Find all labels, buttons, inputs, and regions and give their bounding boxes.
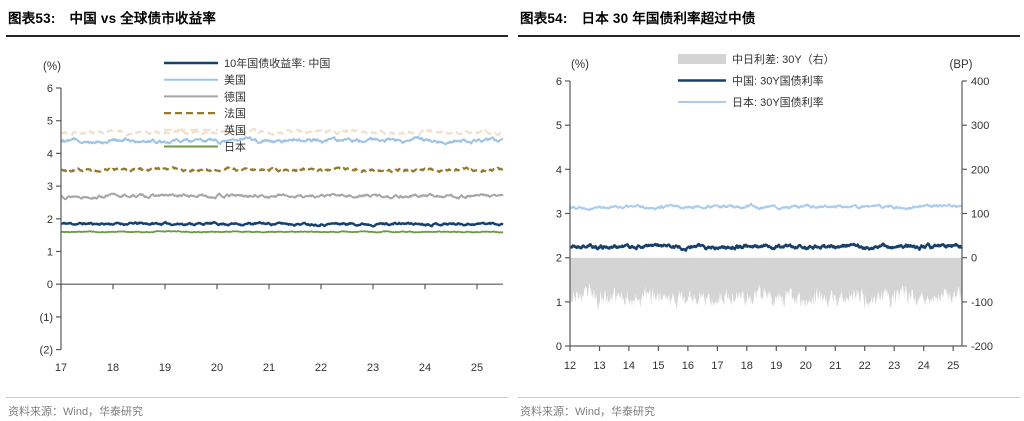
legend-label-france10y: 法国 <box>224 106 246 120</box>
legend-label-spread30y: 中日利差: 30Y（右） <box>732 52 835 66</box>
x-tick-label: 16 <box>682 360 694 372</box>
axes <box>56 87 503 351</box>
x-tick-label: 20 <box>800 360 812 372</box>
chart54-source: 资料来源：Wind，华泰研究 <box>518 397 1020 419</box>
x-tick-label: 17 <box>711 360 723 372</box>
y-tick-label: 2 <box>556 253 562 265</box>
chart54-title: 图表54: 日本 30 年国债利率超过中债 <box>518 2 1020 37</box>
chart53-title-text: 中国 vs 全球债市收益率 <box>69 11 217 26</box>
y2-tick-label: 300 <box>971 120 989 132</box>
legend-label-germany10y: 德国 <box>224 89 246 103</box>
line-japan30y <box>569 202 963 211</box>
y2-tick-label: 200 <box>971 164 989 176</box>
chart53-panel: 图表53: 中国 vs 全球债市收益率 6 5 4 3 2 1 0 (1) (2) (%) 17 18 1… <box>6 2 508 419</box>
x-tick-label: 19 <box>159 362 171 374</box>
x-tick-label: 22 <box>315 362 327 374</box>
x-tick-label: 18 <box>741 360 753 372</box>
x-tick-label: 12 <box>564 360 576 372</box>
x-tick-label: 24 <box>918 360 930 372</box>
chart54-fig-label: 图表54: <box>520 11 568 26</box>
line-japan10y <box>60 230 504 234</box>
y-tick-label: 4 <box>556 164 562 176</box>
y-tick-label: 3 <box>556 209 562 221</box>
line-china30y <box>569 242 964 252</box>
x-tick-label: 17 <box>55 362 67 374</box>
x-tick-label: 21 <box>263 362 275 374</box>
chart54-title-text: 日本 30 年国债利率超过中债 <box>581 11 756 26</box>
chart53-source: 资料来源：Wind，华泰研究 <box>6 397 508 419</box>
y-tick-label: 6 <box>556 76 562 88</box>
y-tick-label: 5 <box>556 120 562 132</box>
y-tick-label: 4 <box>47 148 53 160</box>
legend-label-japan30y: 日本: 30Y国债利率 <box>732 95 824 109</box>
x-tick-label: 23 <box>888 360 900 372</box>
x-tick-label: 22 <box>859 360 871 372</box>
line-france10y <box>60 166 504 174</box>
legend-label-china10y: 10年国债收益率: 中国 <box>224 56 330 70</box>
legend-swatch-spread30y <box>678 54 726 64</box>
y-axis-unit-label: (%) <box>571 59 589 71</box>
line-us10y <box>60 135 504 146</box>
y-tick-label: 5 <box>47 116 53 128</box>
source-text: 资料来源：Wind，华泰研究 <box>520 406 656 418</box>
legend-label-japan10y: 日本 <box>224 140 246 154</box>
y-tick-label: 0 <box>556 341 562 353</box>
x-tick-label: 20 <box>211 362 223 374</box>
chart54-panel: 图表54: 日本 30 年国债利率超过中债 6 5 4 3 2 1 0 (%) 400 300 200… <box>518 2 1020 419</box>
legend-label-us10y: 美国 <box>224 74 246 87</box>
y2-axis-unit-label: (BP) <box>950 59 973 71</box>
plot-area <box>569 202 964 310</box>
x-tick-label: 19 <box>770 360 782 372</box>
legend-label-uk10y: 英国 <box>224 123 246 137</box>
y-tick-label: 6 <box>47 83 53 95</box>
y-tick-label: 2 <box>47 214 53 226</box>
x-tick-label: 23 <box>367 362 379 374</box>
area-spread30y <box>570 257 962 310</box>
x-tick-label: 24 <box>419 362 431 374</box>
y-tick-label: 1 <box>47 247 53 259</box>
plot-area <box>60 127 504 234</box>
y-tick-label: (2) <box>40 345 53 357</box>
chart53-fig-label: 图表53: <box>8 11 56 26</box>
y-tick-label: 0 <box>47 279 53 291</box>
x-tick-label: 21 <box>829 360 841 372</box>
chart53-title: 图表53: 中国 vs 全球债市收益率 <box>6 2 508 37</box>
x-tick-label: 15 <box>652 360 664 372</box>
x-tick-label: 25 <box>947 360 959 372</box>
line-germany10y <box>60 192 504 201</box>
x-tick-label: 14 <box>623 360 635 372</box>
y-tick-label: (1) <box>40 312 53 324</box>
y2-tick-label: 400 <box>971 76 989 88</box>
y-tick-label: 3 <box>47 181 53 193</box>
source-text: 资料来源：Wind，华泰研究 <box>8 406 144 418</box>
y2-tick-label: -200 <box>971 341 993 353</box>
line-uk10y <box>60 127 504 137</box>
y-axis-unit-label: (%) <box>43 61 61 73</box>
axes <box>565 80 967 351</box>
y2-tick-label: -100 <box>971 297 993 309</box>
x-tick-label: 25 <box>471 362 483 374</box>
y-tick-label: 1 <box>556 297 562 309</box>
legend-label-china30y: 中国: 30Y国债利率 <box>732 74 824 88</box>
y2-tick-label: 100 <box>971 209 989 221</box>
x-tick-label: 13 <box>593 360 605 372</box>
x-tick-label: 18 <box>107 362 119 374</box>
line-china10y <box>60 220 504 228</box>
y2-tick-label: 0 <box>971 253 977 265</box>
